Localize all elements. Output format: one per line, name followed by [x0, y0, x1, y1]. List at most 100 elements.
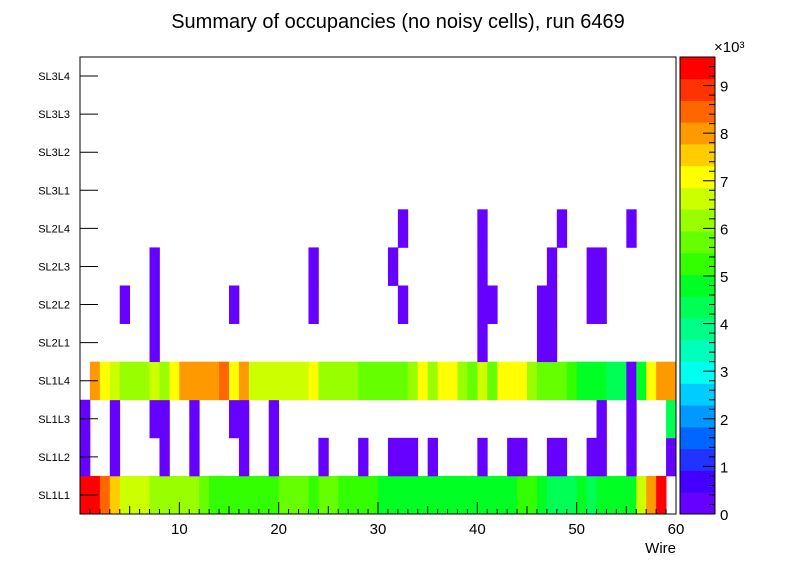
- heatmap-cell: [407, 475, 419, 515]
- heatmap-cell: [596, 399, 607, 439]
- color-scale-segment: [680, 57, 715, 80]
- heatmap-cell: [636, 475, 647, 515]
- heatmap-cell: [417, 475, 429, 515]
- heatmap-cell: [586, 437, 597, 477]
- heatmap-cell: [199, 361, 210, 401]
- heatmap-cell: [109, 437, 121, 477]
- heatmap-cell: [298, 361, 309, 401]
- heatmap-cell: [447, 475, 458, 515]
- heatmap-cell: [288, 475, 299, 515]
- heatmap-cell: [666, 399, 677, 439]
- x-tick-label: 30: [370, 521, 387, 538]
- heatmap-cell: [238, 437, 250, 477]
- heatmap-cell: [318, 437, 329, 477]
- heatmap-cell: [626, 475, 637, 515]
- heatmap-cell: [536, 323, 548, 363]
- heatmap-cell: [417, 361, 429, 401]
- color-scale-segment: [680, 296, 715, 319]
- color-scale-segment: [680, 100, 715, 123]
- color-scale-segment: [680, 274, 715, 297]
- heatmap-cell: [288, 361, 299, 401]
- color-scale-label: 7: [720, 174, 728, 191]
- heatmap-cell: [427, 361, 438, 401]
- heatmap-cell: [179, 475, 190, 515]
- heatmap-cell: [527, 361, 538, 401]
- color-scale-label: 9: [720, 79, 728, 96]
- heatmap-cell: [338, 361, 349, 401]
- heatmap-cell: [368, 361, 379, 401]
- heatmap-cell: [507, 475, 518, 515]
- heatmap-cell: [596, 475, 607, 515]
- heatmap-cell: [586, 475, 597, 515]
- color-scale-segment: [680, 383, 715, 406]
- heatmap-cell: [219, 361, 230, 401]
- y-tick-label: SL2L1: [38, 338, 70, 350]
- heatmap-cell: [328, 475, 339, 515]
- heatmap-cell: [477, 437, 488, 477]
- heatmap-cell: [189, 361, 200, 401]
- heatmap-cell: [556, 209, 568, 248]
- x-tick-label: 40: [469, 521, 486, 538]
- heatmap-cell: [536, 475, 548, 515]
- heatmap-cell: [129, 361, 140, 401]
- heatmap-cell: [308, 285, 319, 324]
- heatmap-cell: [586, 247, 597, 286]
- x-tick-label: 20: [270, 521, 287, 538]
- color-scale-segment: [680, 318, 715, 341]
- color-scale-multiplier: ×10³: [714, 39, 744, 56]
- heatmap-cell: [407, 361, 419, 401]
- color-scale-label: 3: [720, 364, 728, 381]
- heatmap-cell: [268, 399, 280, 439]
- heatmap-cell: [238, 475, 250, 515]
- heatmap-cell: [229, 285, 240, 324]
- heatmap-cell: [99, 475, 111, 515]
- heatmap-cell: [636, 361, 647, 401]
- heatmap-cell: [656, 361, 667, 401]
- y-axis: SL1L1 SL1L2 SL1L3 SL1L4 SL2L1 SL2L2 SL2L3 SL2L4…: [38, 71, 98, 502]
- heatmap-cell: [606, 361, 617, 401]
- color-scale-label: 1: [720, 459, 728, 476]
- heatmap-cell: [348, 475, 359, 515]
- color-scale-label: 0: [720, 507, 728, 524]
- heatmap-cell: [378, 475, 389, 515]
- heatmap-cell: [606, 475, 617, 515]
- heatmap-cell: [666, 361, 677, 401]
- heatmap-cell: [457, 361, 468, 401]
- color-scale-label: 5: [720, 269, 728, 286]
- heatmap-cell: [656, 475, 667, 515]
- heatmap-cell: [546, 285, 558, 324]
- heatmap-cell: [378, 361, 389, 401]
- heatmap-cell: [666, 437, 677, 477]
- heatmap-cell: [268, 475, 280, 515]
- heatmap-cell: [358, 361, 369, 401]
- color-scale-segment: [680, 492, 715, 515]
- heatmap-cell: [169, 361, 180, 401]
- heatmap-cell: [616, 361, 627, 401]
- heatmap-cell: [467, 475, 478, 515]
- y-tick-label: SL1L2: [38, 452, 70, 464]
- heatmap-cell: [497, 475, 508, 515]
- heatmap-cell: [566, 475, 578, 515]
- heatmap-cell: [467, 361, 478, 401]
- heatmap-cell: [487, 475, 498, 515]
- color-scale-segment: [680, 78, 715, 101]
- color-scale-label: 8: [720, 126, 728, 143]
- heatmap-cell: [507, 361, 518, 401]
- heatmap-cell: [507, 437, 518, 477]
- color-scale-segment: [680, 231, 715, 254]
- x-axis: 10 20 30 40 50 60: [89, 502, 685, 538]
- heatmap-cell: [646, 475, 657, 515]
- color-scale-segment: [680, 187, 715, 210]
- heatmap-cell: [159, 475, 170, 515]
- heatmap-cell: [258, 475, 270, 515]
- heatmap-cell: [139, 475, 150, 515]
- heatmap-cell: [517, 437, 528, 477]
- heatmap-cell: [397, 209, 409, 248]
- color-scale-segment: [680, 165, 715, 188]
- heatmap-cell: [546, 323, 558, 363]
- x-tick-label: 10: [171, 521, 188, 538]
- heatmap-cell: [149, 361, 160, 401]
- x-tick-label: 60: [668, 521, 685, 538]
- y-tick-label: SL1L4: [38, 376, 70, 388]
- heatmap-cell: [149, 399, 160, 439]
